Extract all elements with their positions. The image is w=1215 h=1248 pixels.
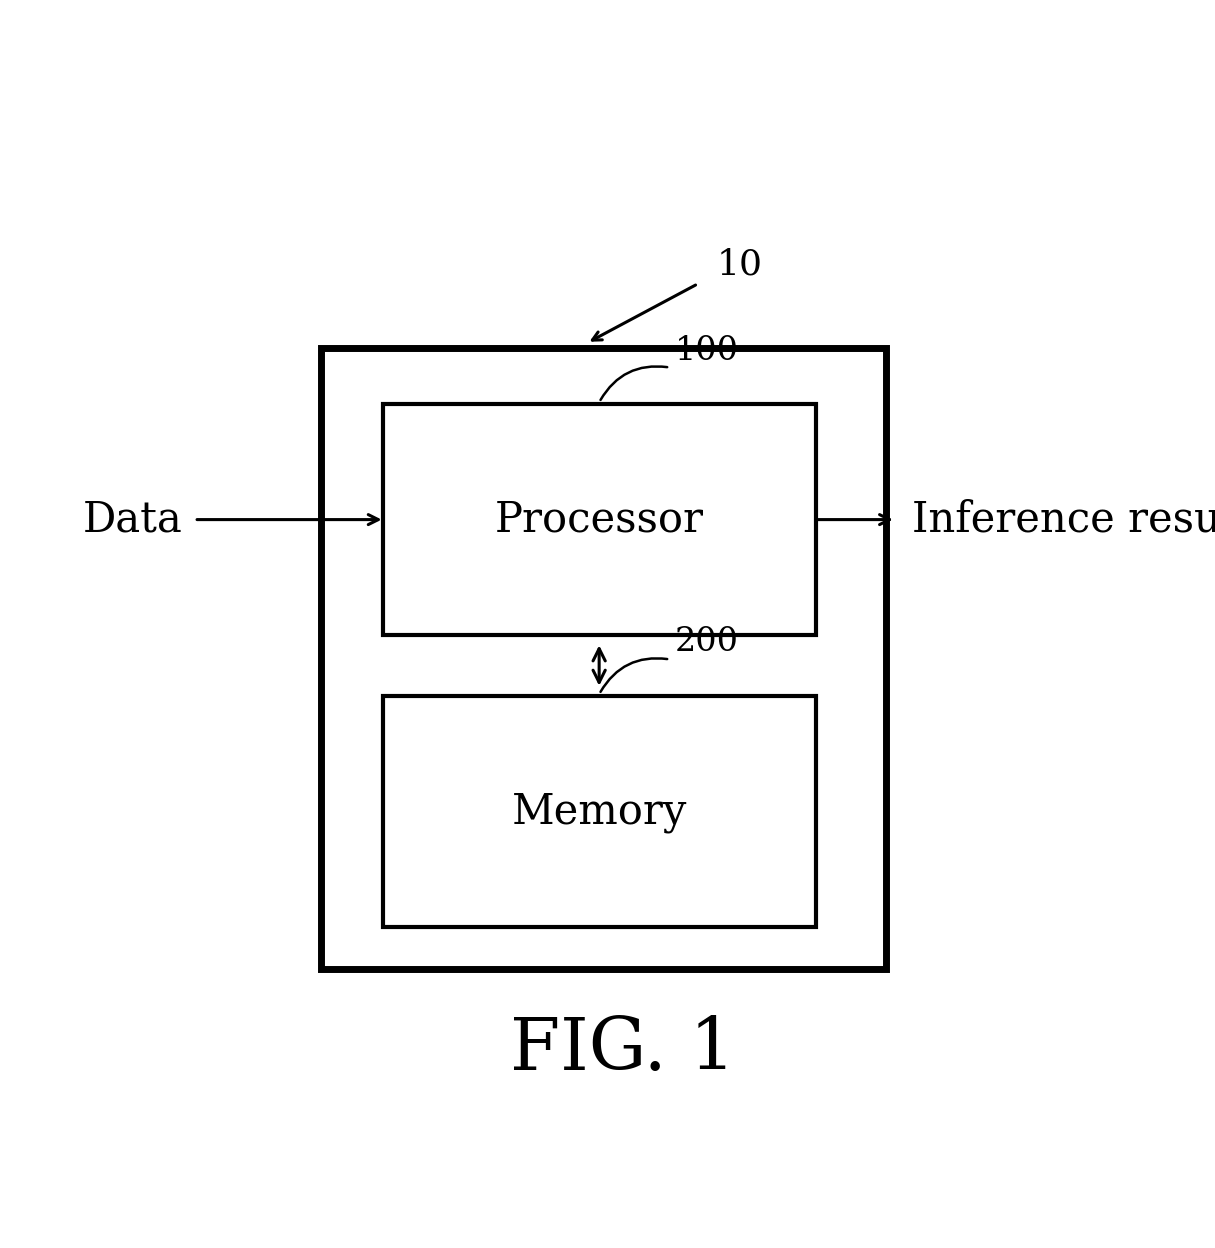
Bar bbox=[383, 696, 815, 927]
Text: 100: 100 bbox=[674, 334, 739, 367]
Text: Processor: Processor bbox=[495, 499, 703, 540]
Bar bbox=[383, 404, 815, 635]
Bar bbox=[321, 348, 887, 970]
Text: 200: 200 bbox=[674, 626, 739, 659]
Text: Data: Data bbox=[83, 499, 183, 540]
Text: 10: 10 bbox=[717, 248, 763, 282]
Text: Inference result: Inference result bbox=[911, 499, 1215, 540]
Text: Memory: Memory bbox=[512, 790, 686, 832]
Text: FIG. 1: FIG. 1 bbox=[510, 1013, 735, 1085]
